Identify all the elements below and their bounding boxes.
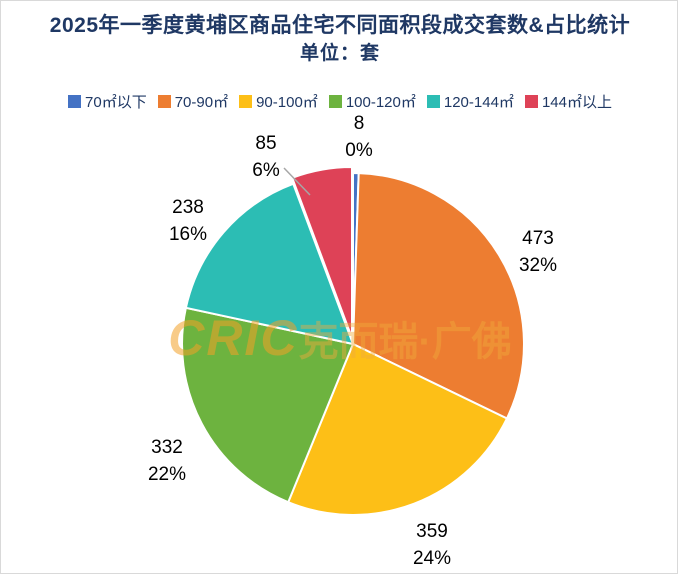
legend-swatch-icon bbox=[68, 95, 82, 108]
legend-swatch-icon bbox=[239, 95, 253, 108]
pie-slice-90-100㎡ bbox=[286, 342, 509, 516]
legend-swatch-icon bbox=[426, 95, 440, 108]
legend-item: 144㎡以上 bbox=[524, 91, 612, 112]
pie-slice-144㎡以上 bbox=[290, 165, 353, 339]
slice-label-144㎡以上: 85 6% bbox=[252, 133, 280, 181]
legend-label: 100-120㎡ bbox=[345, 94, 416, 111]
slice-label-90-100㎡: 359 24% bbox=[413, 521, 451, 569]
legend-label: 120-144㎡ bbox=[443, 94, 514, 111]
pie-slice-100-120㎡ bbox=[181, 306, 355, 504]
legend-item: 70-90㎡ bbox=[157, 91, 229, 112]
legend-item: 120-144㎡ bbox=[426, 91, 514, 112]
legend-swatch-icon bbox=[328, 95, 342, 108]
chart-subtitle: 单位：套 bbox=[299, 43, 380, 65]
legend-label: 70㎡以下 bbox=[85, 94, 147, 111]
legend-swatch-icon bbox=[157, 95, 171, 108]
slice-label-70㎡以下: 8 0% bbox=[345, 113, 373, 161]
legend-item: 100-120㎡ bbox=[328, 91, 416, 112]
legend-label: 70-90㎡ bbox=[174, 94, 229, 111]
slice-label-70-90㎡: 473 32% bbox=[519, 228, 557, 276]
slice-label-120-144㎡: 238 16% bbox=[169, 197, 207, 245]
pie-slice-70-90㎡ bbox=[351, 172, 525, 420]
chart-header: 2025年一季度黄埔区商品住宅不同面积段成交套数&占比统计 单位：套 bbox=[1, 11, 677, 68]
legend-label: 90-100㎡ bbox=[256, 94, 318, 111]
legend-swatch-icon bbox=[524, 95, 538, 108]
legend-label: 144㎡以上 bbox=[541, 94, 612, 111]
pie-slice-120-144㎡ bbox=[184, 182, 355, 346]
legend-item: 70㎡以下 bbox=[68, 91, 147, 112]
label-leader-line bbox=[283, 167, 311, 196]
chart-title: 2025年一季度黄埔区商品住宅不同面积段成交套数&占比统计 bbox=[49, 14, 631, 37]
legend: 70㎡以下 70-90㎡ 90-100㎡ 100-120㎡ 120-144㎡ 144㎡以上 bbox=[1, 91, 677, 112]
slice-label-100-120㎡: 332 22% bbox=[148, 437, 186, 485]
legend-item: 90-100㎡ bbox=[239, 91, 318, 112]
